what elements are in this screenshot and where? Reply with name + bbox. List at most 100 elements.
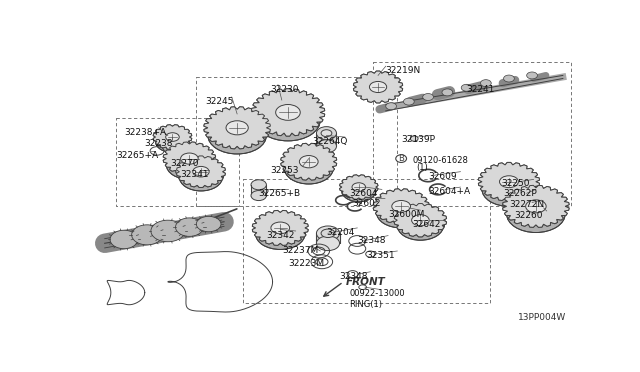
Ellipse shape [284,152,333,184]
Ellipse shape [208,117,266,154]
Polygon shape [353,71,403,103]
Ellipse shape [226,121,248,135]
Text: 32230: 32230 [270,85,299,94]
Polygon shape [340,175,378,199]
Ellipse shape [166,144,212,173]
Ellipse shape [316,236,340,251]
Ellipse shape [156,126,189,148]
Text: 32348: 32348 [357,235,386,245]
Polygon shape [163,142,216,175]
Text: 32348: 32348 [340,272,368,281]
Polygon shape [163,142,216,175]
Ellipse shape [376,191,426,222]
Ellipse shape [251,190,266,201]
Text: 32604+A: 32604+A [428,187,470,196]
Text: 32265+B: 32265+B [259,189,301,198]
Ellipse shape [193,166,209,177]
Text: 32253: 32253 [270,166,299,175]
Polygon shape [502,185,569,227]
Ellipse shape [461,84,472,91]
Text: 32341: 32341 [180,170,209,179]
Ellipse shape [397,206,444,235]
Ellipse shape [342,180,376,202]
Text: 32264Q: 32264Q [312,137,348,146]
Ellipse shape [255,219,305,250]
Text: 32342: 32342 [266,231,295,240]
Ellipse shape [392,201,410,212]
Ellipse shape [208,109,266,146]
Text: 13PP004W: 13PP004W [518,313,566,322]
Text: 32250: 32250 [501,179,530,188]
Text: 32272N: 32272N [509,200,544,209]
Ellipse shape [156,131,189,153]
Polygon shape [502,185,569,227]
Text: 32351: 32351 [367,251,395,260]
Ellipse shape [396,155,406,163]
Polygon shape [204,107,270,149]
Ellipse shape [300,155,318,168]
Ellipse shape [110,230,138,249]
Text: 32245: 32245 [205,97,233,106]
Ellipse shape [442,89,452,96]
Ellipse shape [482,173,536,206]
Polygon shape [373,189,429,224]
Polygon shape [394,203,447,237]
Polygon shape [177,156,225,187]
Polygon shape [251,89,324,136]
Ellipse shape [196,217,221,232]
Ellipse shape [179,163,223,191]
Ellipse shape [507,188,565,225]
Polygon shape [153,125,192,149]
Ellipse shape [481,80,492,87]
Ellipse shape [166,133,179,141]
Polygon shape [478,163,540,201]
Text: 32642: 32642 [413,220,441,229]
Ellipse shape [499,176,518,187]
Polygon shape [251,89,324,136]
Ellipse shape [175,218,204,236]
Ellipse shape [255,92,320,133]
Text: 32238: 32238 [145,139,173,148]
Text: 00922-13000
RING(1): 00922-13000 RING(1) [349,289,405,309]
Ellipse shape [412,215,429,226]
Ellipse shape [151,220,185,242]
Ellipse shape [504,75,515,82]
Ellipse shape [386,103,397,110]
Ellipse shape [527,72,538,79]
Text: 32238+A: 32238+A [124,128,166,137]
Ellipse shape [180,153,198,164]
Text: 32270: 32270 [170,158,198,168]
Ellipse shape [316,140,337,153]
Text: 32139P: 32139P [401,135,435,144]
Polygon shape [252,211,308,246]
Polygon shape [340,175,378,199]
Ellipse shape [284,145,333,178]
Ellipse shape [515,189,531,200]
Ellipse shape [403,98,414,105]
Ellipse shape [356,73,399,101]
Ellipse shape [255,99,320,141]
Ellipse shape [132,225,163,245]
Ellipse shape [507,196,565,232]
Ellipse shape [352,183,365,192]
Ellipse shape [376,197,426,228]
Text: 32223M: 32223M [288,259,324,268]
Text: 32265+A: 32265+A [116,151,158,160]
Ellipse shape [251,180,266,190]
Ellipse shape [316,126,337,140]
Text: 32237M: 32237M [282,246,318,256]
Ellipse shape [397,211,444,240]
Polygon shape [153,125,192,149]
Text: 32241: 32241 [467,85,495,94]
Text: 32604: 32604 [349,189,378,198]
Polygon shape [177,156,225,187]
Text: FRONT: FRONT [346,277,385,287]
Text: 32602: 32602 [353,199,381,208]
Text: 32219N: 32219N [386,66,421,75]
Ellipse shape [179,158,223,186]
Text: 32600M: 32600M [388,210,424,219]
Text: B: B [398,154,404,163]
Polygon shape [252,211,308,246]
Polygon shape [478,163,540,201]
Ellipse shape [255,212,305,243]
